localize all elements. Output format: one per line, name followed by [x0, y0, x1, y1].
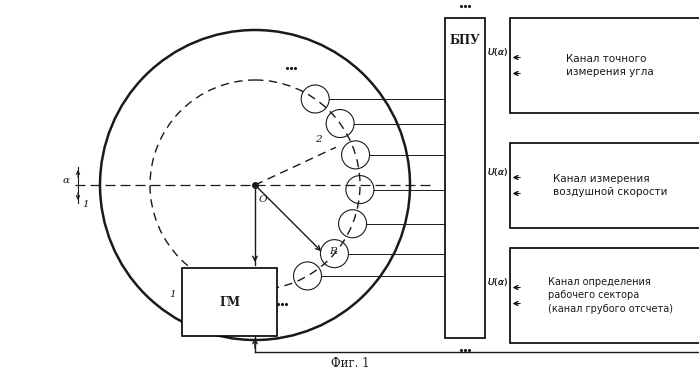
- Text: Канал измерения
воздушной скорости: Канал измерения воздушной скорости: [553, 174, 668, 197]
- Text: Фиг. 1: Фиг. 1: [331, 357, 369, 370]
- Bar: [182, 268, 277, 336]
- Bar: [510, 143, 699, 228]
- Text: R: R: [329, 247, 337, 256]
- Text: $U(\alpha)$: $U(\alpha)$: [487, 166, 507, 178]
- Text: Канал определения
рабочего сектора
(канал грубого отсчета): Канал определения рабочего сектора (кана…: [547, 277, 672, 314]
- Bar: [445, 18, 485, 338]
- Text: $U(\alpha)$: $U(\alpha)$: [487, 45, 507, 57]
- Text: α: α: [62, 176, 69, 185]
- Text: Канал точного
измерения угла: Канал точного измерения угла: [566, 54, 654, 77]
- Text: ГМ: ГМ: [219, 296, 240, 308]
- Text: 1: 1: [82, 200, 89, 209]
- Bar: [510, 248, 699, 343]
- Bar: [510, 18, 699, 113]
- Text: $U(\alpha)$: $U(\alpha)$: [487, 276, 507, 288]
- Text: 2: 2: [315, 135, 322, 144]
- Text: $U(\alpha)$: $U(\alpha)$: [487, 166, 507, 178]
- Text: O: O: [259, 195, 268, 204]
- Text: $U(\alpha)$: $U(\alpha)$: [487, 45, 507, 57]
- Text: БПУ: БПУ: [449, 34, 480, 47]
- Text: $U(\alpha)$: $U(\alpha)$: [487, 276, 507, 288]
- Text: 1: 1: [170, 290, 176, 299]
